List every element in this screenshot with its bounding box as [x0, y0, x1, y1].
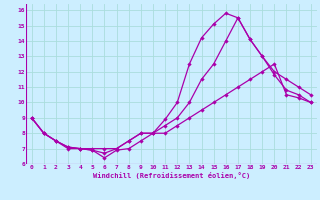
X-axis label: Windchill (Refroidissement éolien,°C): Windchill (Refroidissement éolien,°C) [92, 172, 250, 179]
